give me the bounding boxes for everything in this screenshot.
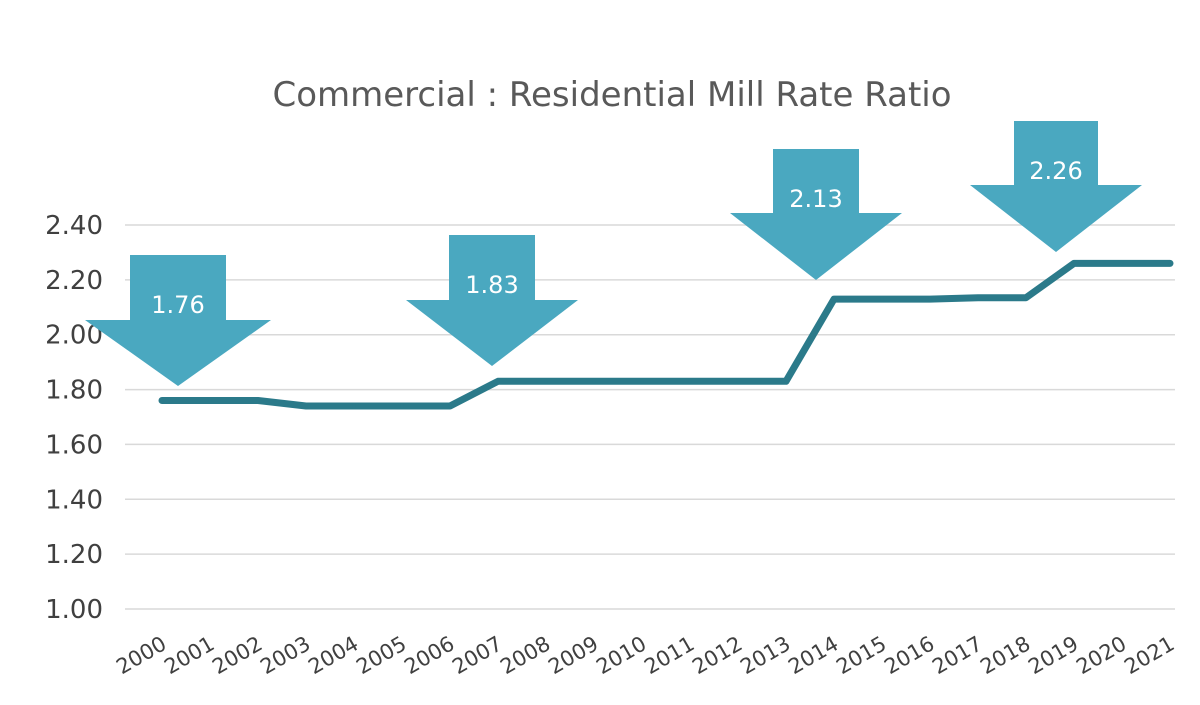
- data-point: [304, 404, 308, 409]
- series-line: [158, 259, 1174, 410]
- x-tick-label: 2010: [592, 632, 650, 680]
- x-tick-label: 2013: [736, 632, 794, 680]
- y-tick-label: 1.20: [45, 540, 103, 570]
- data-point: [1120, 261, 1124, 266]
- x-tick-label: 2003: [256, 632, 314, 680]
- data-point: [448, 404, 452, 409]
- x-tick-label: 2014: [784, 632, 842, 680]
- y-tick-label: 1.60: [45, 430, 103, 460]
- x-tick-label: 2005: [352, 632, 410, 680]
- data-point: [976, 295, 980, 300]
- data-point: [688, 379, 692, 384]
- x-tick-label: 2006: [400, 632, 458, 680]
- y-axis-ticks: 1.001.201.401.601.802.002.202.40: [45, 211, 103, 625]
- data-point: [928, 297, 932, 302]
- data-point: [496, 379, 500, 384]
- data-point: [736, 379, 740, 384]
- data-point: [1168, 261, 1172, 266]
- callout-label: 1.76: [151, 291, 204, 319]
- x-tick-label: 2008: [496, 632, 554, 680]
- data-point: [160, 398, 164, 403]
- data-point: [544, 379, 548, 384]
- x-axis-ticks: 2000200120022003200420052006200720082009…: [112, 632, 1178, 680]
- data-point: [1024, 295, 1028, 300]
- x-tick-label: 2019: [1024, 632, 1082, 680]
- data-point: [784, 379, 788, 384]
- x-tick-label: 2017: [928, 632, 986, 680]
- x-tick-label: 2001: [160, 632, 218, 680]
- x-tick-label: 2012: [688, 632, 746, 680]
- callout-arrow: [85, 255, 271, 386]
- x-tick-label: 2009: [544, 632, 602, 680]
- chart-title: Commercial : Residential Mill Rate Ratio: [272, 75, 951, 115]
- data-point: [400, 404, 404, 409]
- y-tick-label: 2.40: [45, 211, 103, 241]
- callout-arrow: [970, 121, 1142, 252]
- data-point: [832, 297, 836, 302]
- x-tick-label: 2002: [208, 632, 266, 680]
- data-point: [256, 398, 260, 403]
- callout-layer: 1.76 1.83 2.13 2.26: [85, 121, 1142, 386]
- gridlines: [125, 224, 1175, 610]
- callout-label: 1.83: [465, 271, 518, 299]
- callout-label: 2.26: [1029, 157, 1082, 185]
- data-point: [592, 379, 596, 384]
- x-tick-label: 2011: [640, 632, 698, 680]
- x-tick-label: 2000: [112, 632, 170, 680]
- x-tick-label: 2015: [832, 632, 890, 680]
- data-point: [640, 379, 644, 384]
- y-tick-label: 1.00: [45, 595, 103, 625]
- data-point: [352, 404, 356, 409]
- data-point: [208, 398, 212, 403]
- y-tick-label: 2.20: [45, 266, 103, 296]
- callout-arrow: [730, 149, 902, 280]
- data-point: [1072, 261, 1076, 266]
- x-tick-label: 2018: [976, 632, 1034, 680]
- x-tick-label: 2021: [1120, 632, 1178, 680]
- y-tick-label: 1.80: [45, 376, 103, 406]
- data-point: [880, 297, 884, 302]
- callout-label: 2.13: [789, 185, 842, 213]
- x-tick-label: 2020: [1072, 632, 1130, 680]
- callout-arrow: [406, 235, 578, 366]
- x-tick-label: 2016: [880, 632, 938, 680]
- y-tick-label: 1.40: [45, 485, 103, 515]
- x-tick-label: 2004: [304, 632, 362, 680]
- x-tick-label: 2007: [448, 632, 506, 680]
- series-layer: [158, 259, 1174, 410]
